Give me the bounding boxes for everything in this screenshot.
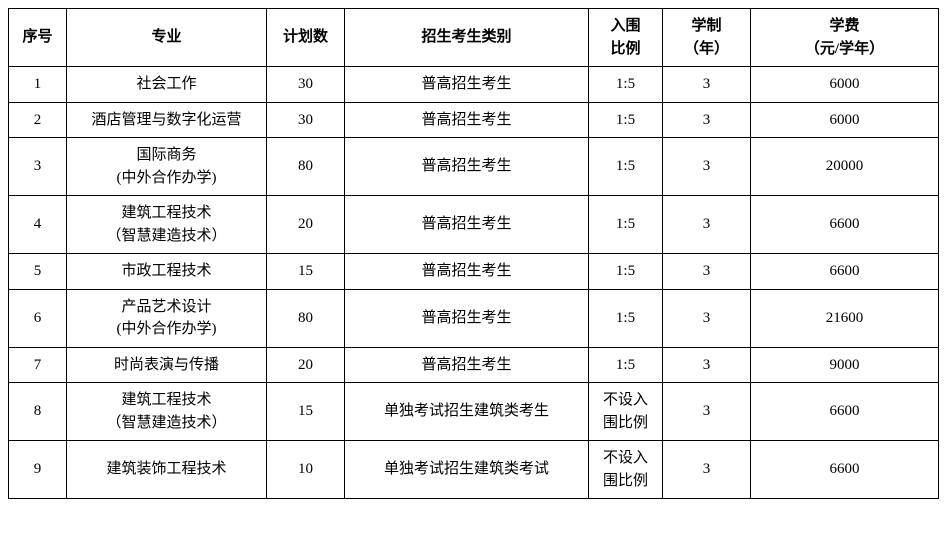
cell-duration: 3 <box>663 383 751 441</box>
col-header-plan: 计划数 <box>267 9 345 67</box>
cell-major: 国际商务(中外合作办学) <box>67 138 267 196</box>
cell-ratio: 1:5 <box>589 138 663 196</box>
col-header-duration: 学制（年） <box>663 9 751 67</box>
cell-category: 普高招生考生 <box>345 347 589 383</box>
cell-ratio: 不设入围比例 <box>589 383 663 441</box>
cell-major: 建筑装饰工程技术 <box>67 441 267 499</box>
cell-seq: 1 <box>9 67 67 103</box>
cell-duration: 3 <box>663 441 751 499</box>
table-row: 3 国际商务(中外合作办学) 80 普高招生考生 1:5 3 20000 <box>9 138 939 196</box>
cell-duration: 3 <box>663 138 751 196</box>
cell-ratio: 1:5 <box>589 102 663 138</box>
table-header-row: 序号 专业 计划数 招生考生类别 入围比例 学制（年） 学费（元/学年） <box>9 9 939 67</box>
cell-fee: 6600 <box>751 196 939 254</box>
cell-category: 普高招生考生 <box>345 102 589 138</box>
cell-category: 普高招生考生 <box>345 254 589 290</box>
cell-plan: 20 <box>267 196 345 254</box>
table-row: 9 建筑装饰工程技术 10 单独考试招生建筑类考试 不设入围比例 3 6600 <box>9 441 939 499</box>
cell-duration: 3 <box>663 289 751 347</box>
table-row: 8 建筑工程技术（智慧建造技术） 15 单独考试招生建筑类考生 不设入围比例 3… <box>9 383 939 441</box>
cell-major: 建筑工程技术（智慧建造技术） <box>67 383 267 441</box>
cell-plan: 80 <box>267 138 345 196</box>
cell-major: 建筑工程技术（智慧建造技术） <box>67 196 267 254</box>
cell-seq: 2 <box>9 102 67 138</box>
table-row: 2 酒店管理与数字化运营 30 普高招生考生 1:5 3 6000 <box>9 102 939 138</box>
table-row: 7 时尚表演与传播 20 普高招生考生 1:5 3 9000 <box>9 347 939 383</box>
cell-fee: 9000 <box>751 347 939 383</box>
table-body: 1 社会工作 30 普高招生考生 1:5 3 6000 2 酒店管理与数字化运营… <box>9 67 939 499</box>
cell-category: 单独考试招生建筑类考生 <box>345 383 589 441</box>
cell-major: 时尚表演与传播 <box>67 347 267 383</box>
cell-fee: 21600 <box>751 289 939 347</box>
col-header-fee: 学费（元/学年） <box>751 9 939 67</box>
cell-plan: 15 <box>267 254 345 290</box>
table-row: 5 市政工程技术 15 普高招生考生 1:5 3 6600 <box>9 254 939 290</box>
cell-duration: 3 <box>663 67 751 103</box>
cell-major: 社会工作 <box>67 67 267 103</box>
col-header-seq: 序号 <box>9 9 67 67</box>
cell-plan: 10 <box>267 441 345 499</box>
cell-seq: 6 <box>9 289 67 347</box>
cell-duration: 3 <box>663 196 751 254</box>
cell-ratio: 1:5 <box>589 254 663 290</box>
admissions-table: 序号 专业 计划数 招生考生类别 入围比例 学制（年） 学费（元/学年） 1 社… <box>8 8 939 499</box>
cell-seq: 8 <box>9 383 67 441</box>
col-header-ratio: 入围比例 <box>589 9 663 67</box>
cell-duration: 3 <box>663 102 751 138</box>
cell-ratio: 1:5 <box>589 67 663 103</box>
cell-category: 普高招生考生 <box>345 289 589 347</box>
cell-major: 酒店管理与数字化运营 <box>67 102 267 138</box>
cell-seq: 4 <box>9 196 67 254</box>
cell-ratio: 不设入围比例 <box>589 441 663 499</box>
cell-ratio: 1:5 <box>589 196 663 254</box>
cell-major: 市政工程技术 <box>67 254 267 290</box>
cell-plan: 30 <box>267 102 345 138</box>
cell-seq: 3 <box>9 138 67 196</box>
cell-plan: 15 <box>267 383 345 441</box>
cell-plan: 30 <box>267 67 345 103</box>
table-row: 6 产品艺术设计(中外合作办学) 80 普高招生考生 1:5 3 21600 <box>9 289 939 347</box>
cell-ratio: 1:5 <box>589 289 663 347</box>
cell-seq: 7 <box>9 347 67 383</box>
cell-fee: 6600 <box>751 383 939 441</box>
cell-plan: 20 <box>267 347 345 383</box>
cell-duration: 3 <box>663 347 751 383</box>
cell-major: 产品艺术设计(中外合作办学) <box>67 289 267 347</box>
cell-fee: 6600 <box>751 441 939 499</box>
cell-seq: 5 <box>9 254 67 290</box>
table-row: 4 建筑工程技术（智慧建造技术） 20 普高招生考生 1:5 3 6600 <box>9 196 939 254</box>
col-header-major: 专业 <box>67 9 267 67</box>
cell-fee: 6000 <box>751 67 939 103</box>
cell-duration: 3 <box>663 254 751 290</box>
col-header-category: 招生考生类别 <box>345 9 589 67</box>
cell-category: 普高招生考生 <box>345 196 589 254</box>
cell-fee: 6600 <box>751 254 939 290</box>
cell-seq: 9 <box>9 441 67 499</box>
cell-fee: 20000 <box>751 138 939 196</box>
cell-ratio: 1:5 <box>589 347 663 383</box>
cell-category: 单独考试招生建筑类考试 <box>345 441 589 499</box>
cell-plan: 80 <box>267 289 345 347</box>
cell-category: 普高招生考生 <box>345 138 589 196</box>
cell-category: 普高招生考生 <box>345 67 589 103</box>
cell-fee: 6000 <box>751 102 939 138</box>
table-row: 1 社会工作 30 普高招生考生 1:5 3 6000 <box>9 67 939 103</box>
